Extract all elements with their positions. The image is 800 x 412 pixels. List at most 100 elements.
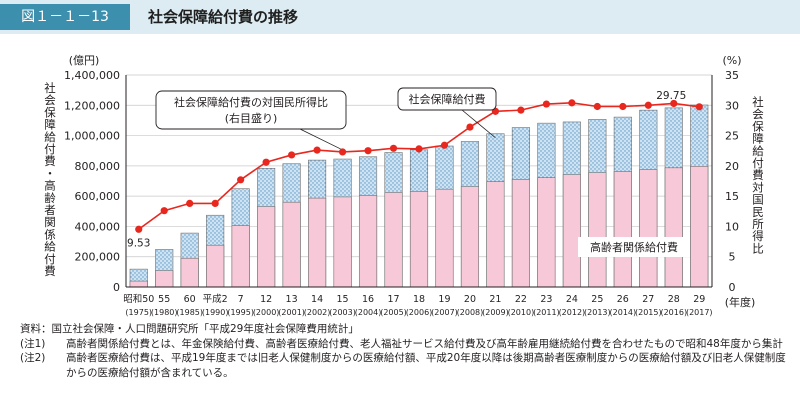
x-tick-label: 13	[286, 294, 298, 305]
callout-total-leader	[461, 109, 496, 139]
bar-elderly	[129, 280, 148, 288]
ratio-point	[644, 101, 652, 109]
x-tick-sub-label: (2001)	[278, 308, 305, 317]
bar-elderly	[409, 190, 429, 288]
left-tick-label: 1,000,000	[64, 130, 120, 143]
ratio-point	[288, 151, 296, 159]
left-tick-label: 400,000	[75, 220, 121, 233]
right-tick-label: 30	[725, 99, 739, 112]
bar-elderly	[257, 206, 276, 288]
note-2-text: 高齢者医療給付費は、平成19年度までは旧老人保健制度からの医療給付額、平成20年…	[66, 352, 786, 379]
x-tick-sub-label: (2014)	[610, 308, 637, 317]
x-tick-sub-label: (2011)	[533, 308, 560, 317]
right-tick-label: 20	[725, 160, 739, 173]
left-tick-label: 1,200,000	[64, 99, 120, 112]
bar-elderly	[460, 186, 480, 288]
ratio-point	[211, 199, 219, 208]
callout-ratio-line1: 社会保障給付費の対国民所得比	[174, 95, 328, 109]
bar-elderly	[613, 171, 632, 288]
x-tick-label: 25	[591, 294, 603, 305]
x-tick-sub-label: (2000)	[253, 308, 280, 317]
x-tick-label: 28	[668, 294, 680, 305]
bar-elderly	[282, 201, 301, 288]
bar-elderly	[435, 188, 454, 288]
right-tick-label: 10	[725, 220, 739, 233]
right-tick-label: 35	[725, 69, 739, 82]
x-tick-label: 26	[617, 294, 629, 305]
bar-elderly	[180, 257, 199, 288]
left-axis-title: 社会保障給付費・高齢者関係給付費	[44, 81, 56, 278]
x-tick-sub-label: (2013)	[584, 308, 611, 317]
notes: 資料：国立社会保障・人口問題研究所「平成29年度社会保障費用統計」 (注1) 高…	[20, 322, 790, 380]
ratio-point	[389, 144, 398, 152]
x-tick-label: 55	[158, 294, 170, 305]
left-tick-label: 0	[113, 281, 120, 294]
x-tick-label: 昭和50	[123, 294, 154, 305]
x-tick-label: 19	[438, 294, 450, 305]
bar-elderly	[511, 179, 530, 288]
bar-elderly	[333, 196, 352, 288]
bar-elderly	[562, 174, 581, 288]
ratio-point	[313, 146, 321, 154]
x-tick-sub-label: (2016)	[660, 308, 687, 317]
note-1-tag: (注1)	[20, 337, 46, 350]
left-tick-label: 200,000	[75, 251, 121, 264]
axes: 0 200,000 400,000 600,000 800,000 1,000,000 1,…	[44, 54, 764, 294]
left-tick-label: 600,000	[75, 190, 121, 203]
right-tick-label: 5	[729, 251, 736, 264]
bar-elderly	[308, 197, 327, 288]
callout-ratio-box	[155, 90, 347, 130]
ratio-point	[262, 158, 270, 166]
callout-total-label: 社会保障給付費	[409, 92, 486, 106]
bar-elderly	[588, 172, 607, 288]
figure-number: 図１－１－13	[0, 4, 130, 30]
ratio-line	[135, 99, 703, 233]
ratio-point	[440, 141, 449, 149]
x-tick-label: 平成2	[203, 293, 228, 305]
bar-elderly	[690, 166, 709, 288]
figure-header: 図１－１－13 社会保障給付費の推移	[0, 0, 800, 34]
x-tick-label: 27	[642, 294, 654, 305]
elderly-label-bg	[578, 237, 690, 257]
last-value-label: 29.75	[656, 90, 686, 102]
x-tick-sub-label: (2015)	[635, 308, 662, 317]
ratio-point	[517, 106, 525, 114]
bar-elderly	[486, 181, 505, 288]
x-tick-sub-label: (1975)	[125, 308, 152, 317]
note-2: (注2) 高齢者医療給付費は、平成19年度までは旧老人保健制度からの医療給付額、…	[20, 351, 790, 380]
ratio-point	[160, 207, 168, 215]
bar-elderly	[231, 225, 250, 288]
x-tick-sub-label: (2007)	[431, 308, 458, 317]
x-tick-label: 20	[464, 294, 476, 305]
x-tick-sub-label: (2005)	[380, 308, 407, 317]
figure-title: 社会保障給付費の推移	[148, 8, 299, 26]
x-axis-title: (年度)	[725, 295, 756, 309]
callout-ratio-line2: (右目盛り)	[225, 111, 278, 125]
x-tick-label: 21	[489, 294, 501, 305]
ratio-point	[542, 100, 550, 108]
ratio-point	[415, 145, 423, 153]
x-tick-sub-label: (2009)	[482, 308, 509, 317]
x-tick-sub-label: (2010)	[508, 308, 535, 317]
x-tick-label: 29	[693, 294, 705, 305]
ratio-point	[364, 147, 372, 155]
x-tick-label: 22	[515, 294, 527, 305]
x-tick-sub-label: (2008)	[457, 308, 484, 317]
ratio-point	[338, 148, 347, 156]
x-tick-label: 14	[311, 294, 323, 305]
ratio-point	[186, 199, 194, 208]
x-tick-sub-label: (1995)	[227, 308, 254, 317]
ratio-point	[593, 102, 601, 111]
x-tick-sub-label: (2006)	[406, 308, 433, 317]
x-tick-label: 15	[337, 294, 349, 305]
bar-elderly	[206, 244, 225, 288]
ratio-point	[619, 102, 627, 111]
chart: 0 200,000 400,000 600,000 800,000 1,000,000 1,…	[44, 54, 764, 317]
bar-elderly	[384, 192, 403, 288]
labels: 昭和50 (1975) 55 (1980) 60 (1985)平成2 (1990) 7 (199…	[123, 87, 756, 317]
bar-elderly	[358, 195, 378, 288]
right-unit-label: (%)	[722, 54, 741, 67]
ratio-point	[695, 103, 703, 111]
left-unit-label: (億円)	[69, 54, 100, 67]
